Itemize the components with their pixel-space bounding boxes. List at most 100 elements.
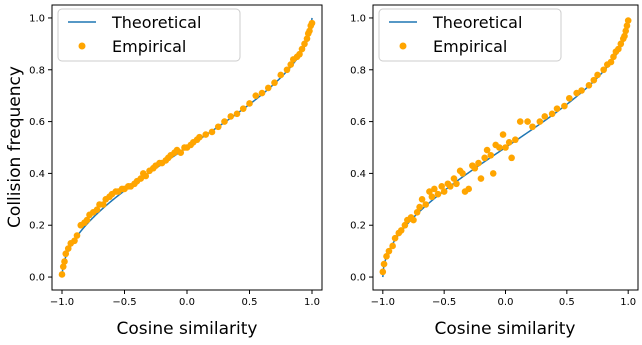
- empirical-point: [202, 131, 210, 138]
- x-tick-label: −1.0: [371, 297, 395, 308]
- y-tick-label: 0.6: [350, 117, 366, 128]
- x-tick-label: 1.0: [620, 297, 636, 308]
- empirical-point: [428, 193, 436, 201]
- empirical-point: [64, 245, 72, 252]
- empirical-point: [271, 79, 278, 87]
- empirical-point: [142, 172, 150, 180]
- x-tick-label: 0.5: [242, 297, 258, 308]
- empirical-point: [59, 263, 67, 270]
- empirical-point: [306, 27, 313, 35]
- x-tick-label: −0.5: [432, 297, 456, 308]
- empirical-point: [529, 123, 536, 131]
- empirical-point: [524, 118, 531, 125]
- empirical-point: [431, 185, 438, 193]
- empirical-point: [413, 208, 421, 216]
- empirical-point: [264, 84, 272, 92]
- empirical-point: [561, 102, 568, 110]
- empirical-point: [58, 271, 66, 278]
- y-tick-label: 1.0: [350, 13, 366, 24]
- empirical-point: [553, 105, 561, 112]
- empirical-point: [397, 227, 405, 234]
- empirical-point: [621, 32, 628, 40]
- empirical-point: [623, 22, 631, 30]
- y-tick-label: 1.0: [29, 13, 45, 24]
- empirical-point: [389, 242, 396, 250]
- empirical-point: [578, 87, 585, 94]
- y-tick-label: 0.0: [29, 273, 45, 284]
- empirical-point: [516, 118, 524, 125]
- right-chart-panel: −1.0 −0.5 0.0 0.5 1.0 0.0 0.2 0.4 0.6 0.8 1.0 Theo…: [350, 4, 639, 339]
- empirical-point: [137, 175, 145, 182]
- y-tick-label: 0.4: [29, 169, 45, 180]
- empirical-point: [379, 268, 387, 276]
- empirical-point: [453, 180, 460, 188]
- empirical-point: [62, 250, 70, 258]
- left-chart-panel: −1.0 −0.5 0.0 0.5 1.0 0.0 0.2 0.4 0.6 0.8 1.0 Theo…: [5, 4, 323, 339]
- empirical-point: [594, 71, 601, 79]
- empirical-point: [536, 118, 544, 125]
- empirical-point: [233, 110, 241, 118]
- empirical-point: [459, 170, 466, 177]
- empirical-point: [196, 133, 203, 141]
- empirical-point: [450, 175, 458, 182]
- empirical-point: [512, 136, 519, 144]
- empirical-point: [475, 159, 482, 167]
- empirical-point: [541, 113, 549, 120]
- legend: Theoretical Empirical: [378, 8, 562, 62]
- y-tick-label: 0.6: [29, 117, 45, 128]
- legend-dot-marker: [399, 42, 407, 50]
- empirical-point: [208, 128, 216, 136]
- x-tick-label: 0.5: [559, 297, 575, 308]
- x-axis-label: Cosine similarity: [117, 319, 258, 339]
- empirical-point: [252, 92, 260, 99]
- empirical-point: [548, 110, 556, 118]
- legend-box: [57, 8, 241, 62]
- empirical-point: [258, 89, 266, 97]
- legend-label-empirical: Empirical: [112, 37, 186, 56]
- empirical-point: [585, 82, 593, 89]
- legend-label-theoretical: Theoretical: [111, 13, 201, 32]
- empirical-point: [298, 45, 306, 53]
- empirical-point: [422, 201, 430, 208]
- empirical-point: [438, 183, 446, 190]
- empirical-point: [221, 118, 228, 125]
- legend-dot-marker: [78, 42, 86, 50]
- empirical-point: [93, 206, 101, 213]
- y-tick-label: 0.2: [29, 221, 45, 232]
- empirical-point: [622, 27, 630, 35]
- empirical-point: [477, 175, 485, 182]
- empirical-point: [380, 260, 388, 268]
- empirical-point: [426, 188, 433, 195]
- y-tick-label: 0.8: [29, 65, 45, 76]
- empirical-point: [487, 151, 495, 159]
- empirical-point: [418, 196, 426, 203]
- x-tick-label: 0.0: [179, 297, 195, 308]
- empirical-point: [214, 123, 222, 131]
- empirical-point: [502, 144, 509, 151]
- empirical-point: [73, 232, 81, 239]
- empirical-point: [489, 170, 497, 177]
- empirical-point: [416, 203, 423, 211]
- x-tick-label: 1.0: [304, 297, 320, 308]
- y-tick-label: 0.2: [350, 221, 366, 232]
- empirical-point: [296, 50, 303, 58]
- empirical-point: [308, 19, 316, 27]
- empirical-point: [483, 146, 491, 154]
- chart-marks: −1.0 −0.5 0.0 0.5 1.0 0.0 0.2 0.4 0.6 0.8 1.0: [29, 13, 320, 308]
- empirical-point: [607, 58, 615, 66]
- empirical-point: [283, 66, 291, 74]
- x-tick-label: −1.0: [50, 297, 74, 308]
- empirical-point: [383, 253, 390, 260]
- empirical-point: [617, 40, 625, 48]
- empirical-point: [239, 105, 247, 112]
- empirical-point: [227, 113, 235, 120]
- empirical-point: [566, 94, 573, 102]
- empirical-point: [508, 154, 515, 162]
- empirical-point: [303, 35, 311, 42]
- y-tick-label: 0.8: [350, 65, 366, 76]
- empirical-point: [600, 66, 607, 74]
- empirical-point: [610, 53, 617, 61]
- empirical-point: [385, 247, 393, 255]
- empirical-point: [177, 149, 185, 156]
